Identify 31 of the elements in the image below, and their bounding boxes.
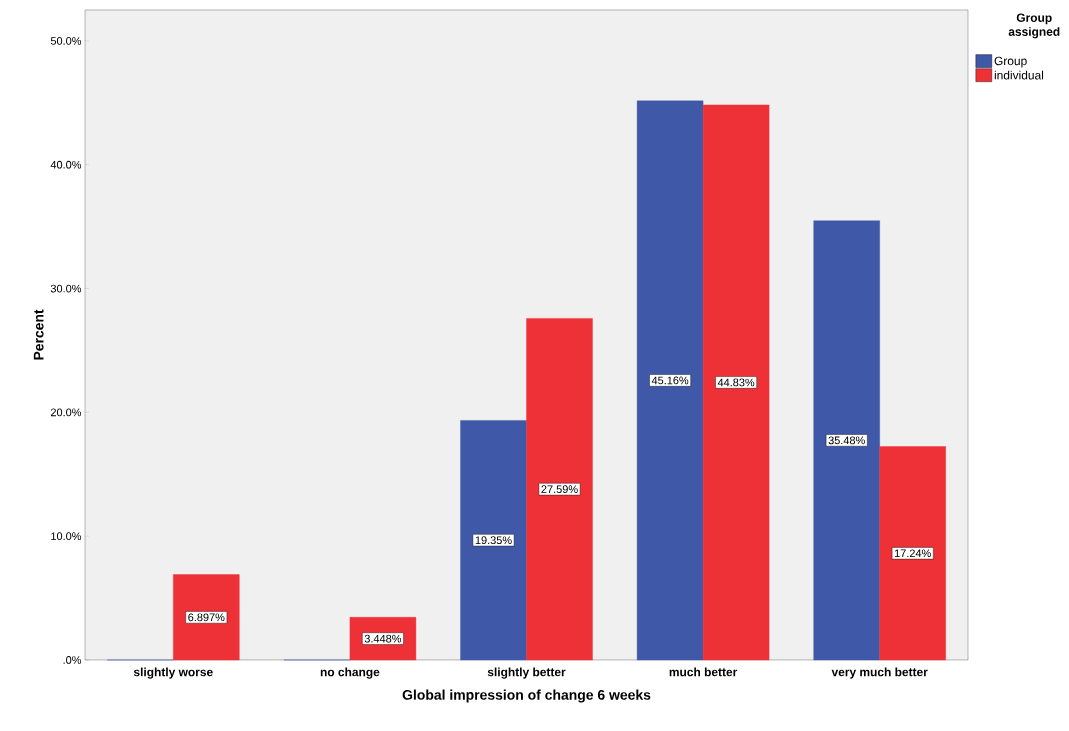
legend-label: individual — [994, 70, 1044, 80]
x-tick-label: very much better — [831, 667, 928, 679]
bar — [636, 100, 704, 661]
x-tick-label: slightly better — [487, 667, 566, 679]
bar — [460, 420, 527, 661]
bar — [813, 220, 880, 661]
data-label: 6.897% — [188, 613, 225, 622]
x-tick-label: much better — [669, 667, 738, 677]
y-tick-label: 40.0% — [50, 160, 82, 169]
y-tick-label: 50.0% — [50, 37, 82, 45]
y-tick-label: 30.0% — [50, 284, 82, 293]
data-label: 45.16% — [651, 376, 689, 385]
data-label: 35.48% — [828, 436, 865, 445]
data-label: 19.35% — [475, 536, 512, 545]
legend-title: Group assigned — [1008, 13, 1060, 39]
bar — [879, 446, 946, 661]
y-tick-label: 20.0% — [50, 408, 82, 417]
x-tick-label: slightly worse — [133, 667, 213, 679]
bar — [173, 574, 240, 661]
data-label: 3.448% — [364, 634, 402, 643]
y-tick-label: .0% — [63, 656, 82, 664]
y-axis-title: Percent — [33, 309, 44, 360]
x-axis-title: Global impression of change 6 weeks — [402, 689, 651, 703]
data-label: 27.59% — [541, 485, 578, 494]
data-label: 17.24% — [894, 549, 931, 558]
legend-label: Group — [994, 56, 1027, 68]
y-tick-label: 10.0% — [51, 532, 82, 541]
data-label: 44.83% — [717, 378, 755, 387]
bar — [702, 104, 770, 661]
x-tick-label: no change — [320, 667, 380, 679]
bar — [526, 318, 593, 661]
